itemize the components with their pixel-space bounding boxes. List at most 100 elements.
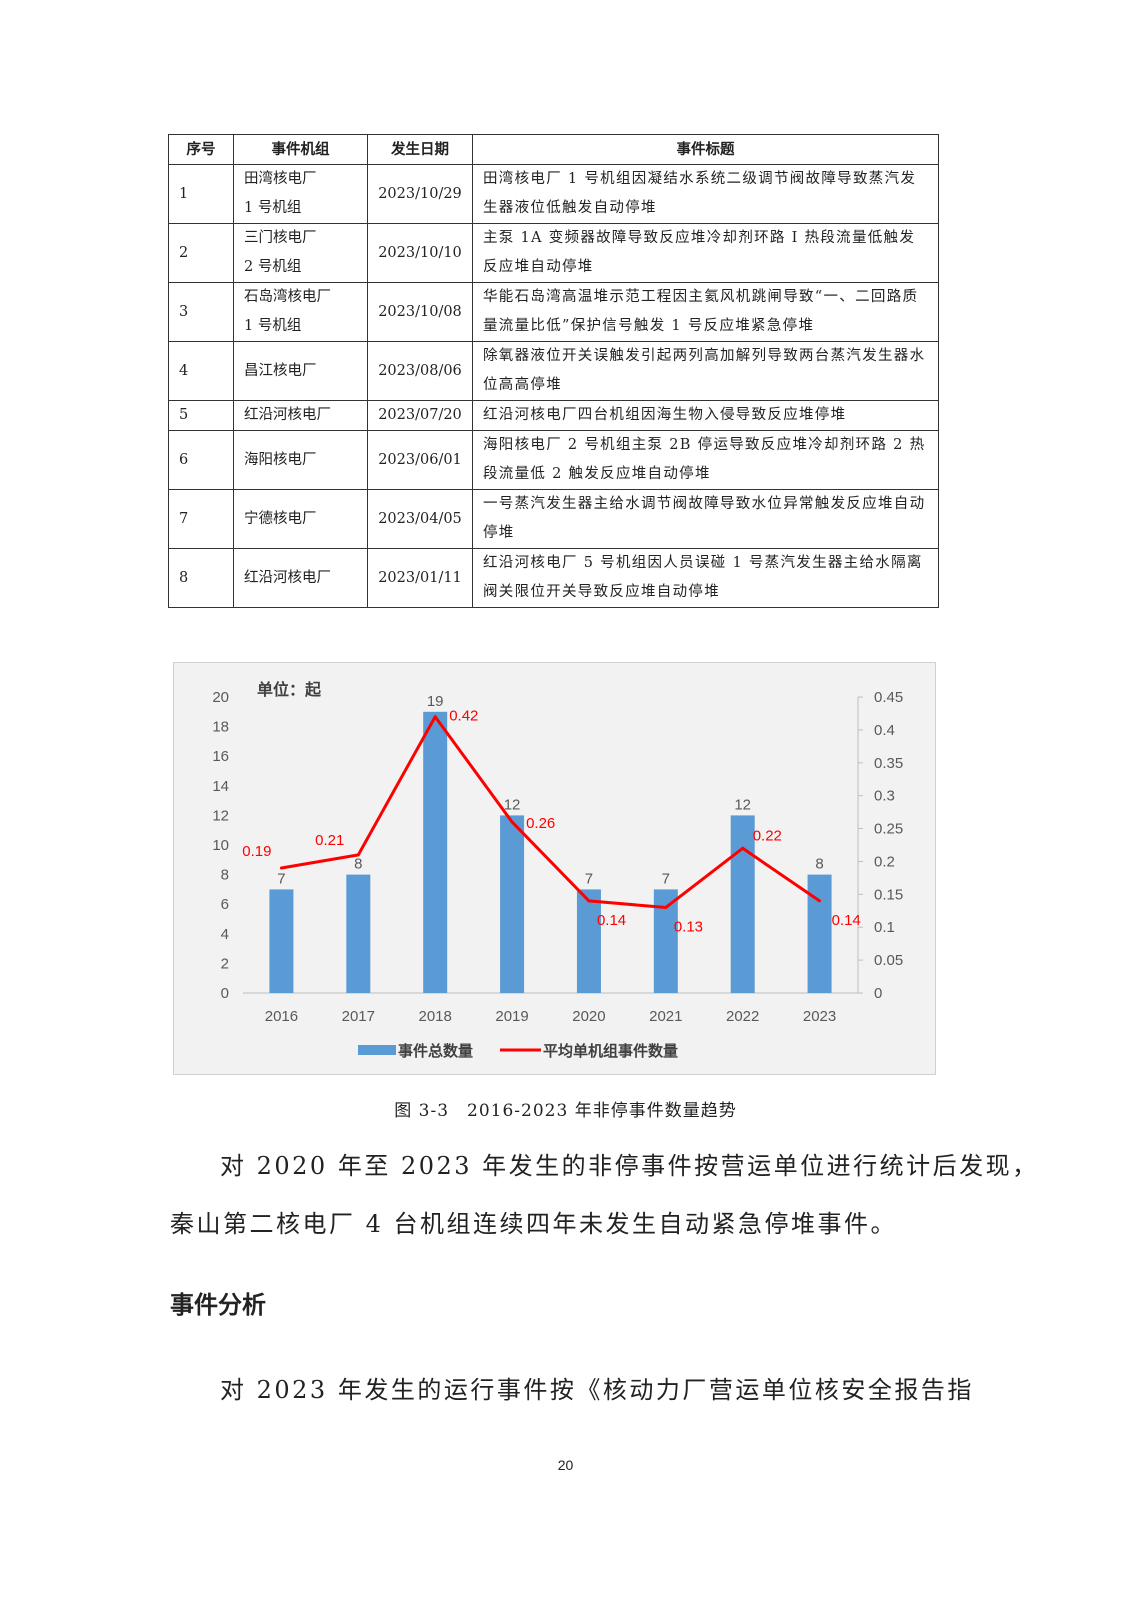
line-data-label: 0.42 <box>449 708 478 725</box>
unit-line: 三门核电厂 <box>244 230 317 246</box>
x-tick-label: 2021 <box>649 1008 682 1025</box>
left-tick-label: 20 <box>212 689 229 706</box>
unit-line: 红沿河核电厂 <box>244 569 331 586</box>
bar <box>346 874 371 993</box>
cell-no: 3 <box>168 282 234 342</box>
bar-data-label: 7 <box>585 870 593 887</box>
line-data-label: 0.13 <box>674 918 703 935</box>
cell-unit: 三门核电厂 2 号机组 <box>233 223 368 283</box>
line-point <box>433 715 437 719</box>
cell-unit: 红沿河核电厂 <box>233 548 368 608</box>
x-tick-label: 2018 <box>419 1008 452 1025</box>
left-tick-label: 16 <box>212 748 229 765</box>
bar-data-label: 8 <box>354 856 362 873</box>
page-number: 20 <box>557 1457 574 1473</box>
cell-date: 2023/08/06 <box>367 341 473 401</box>
right-tick-label: 0.05 <box>874 952 903 969</box>
legend-line-label: 平均单机组事件数量 <box>543 1042 678 1060</box>
cell-title: 田湾核电厂 1 号机组因凝结水系统二级调节阀故障导致蒸汽发生器液位低触发自动停堆 <box>472 164 939 224</box>
right-tick-label: 0.35 <box>874 755 903 772</box>
unit-line: 红沿河核电厂 <box>244 407 331 423</box>
cell-no: 1 <box>168 164 234 224</box>
cell-title: 华能石岛湾高温堆示范工程因主氦风机跳闸导致“一、二回路质量流量比低”保护信号触发… <box>472 282 939 342</box>
paragraph-line: 对 2023 年发生的运行事件按《核动力厂营运单位核安全报告指 <box>220 1376 974 1404</box>
event-table: 序号 事件机组 发生日期 事件标题 1 田湾核电厂 1 号机组 2023/10/29 田… <box>168 134 939 608</box>
cell-no: 8 <box>168 548 234 608</box>
left-tick-label: 8 <box>221 867 229 884</box>
bar-data-label: 12 <box>734 796 751 813</box>
cell-unit: 昌江核电厂 <box>233 341 368 401</box>
cell-date: 2023/07/20 <box>367 400 473 431</box>
line-point <box>279 866 283 870</box>
cell-no: 7 <box>168 489 234 549</box>
table-row: 8 红沿河核电厂 2023/01/11 红沿河核电厂 5 号机组因人员误碰 1 号蒸汽… <box>168 548 939 608</box>
unit-label: 单位：起 <box>257 680 322 699</box>
cell-date: 2023/10/10 <box>367 223 473 283</box>
line-data-label: 0.21 <box>315 832 344 849</box>
table-row: 6 海阳核电厂 2023/06/01 海阳核电厂 2 号机组主泵 2B 停运导致反应堆… <box>168 430 939 490</box>
cell-unit: 海阳核电厂 <box>233 430 368 490</box>
section-heading: 事件分析 <box>170 1291 266 1319</box>
bar <box>807 874 832 993</box>
x-tick-label: 2016 <box>265 1008 298 1025</box>
table-row: 7 宁德核电厂 2023/04/05 一号蒸汽发生器主给水调节阀故障导致水位异常触发反… <box>168 489 939 549</box>
right-tick-label: 0.4 <box>874 722 895 739</box>
unit-line: 1 号机组 <box>244 200 302 216</box>
line-series <box>281 715 821 909</box>
header-date: 发生日期 <box>367 134 473 165</box>
right-tick-label: 0.2 <box>874 853 895 870</box>
bar <box>423 711 448 993</box>
paragraph-line: 对 2020 年至 2023 年发生的非停事件按营运单位进行统计后发现， <box>220 1152 1039 1180</box>
line-point <box>664 905 668 909</box>
left-tick-label: 2 <box>221 955 229 972</box>
paragraph-line: 秦山第二核电厂 4 台机组连续四年未发生自动紧急停堆事件。 <box>170 1210 898 1238</box>
right-tick-label: 0.45 <box>874 689 903 706</box>
unit-line: 昌江核电厂 <box>244 362 317 379</box>
cell-unit: 红沿河核电厂 <box>233 400 368 431</box>
cell-no: 6 <box>168 430 234 490</box>
line-data-label: 0.14 <box>832 912 861 929</box>
line-data-label: 0.19 <box>242 843 271 860</box>
left-tick-label: 18 <box>212 719 229 736</box>
table-row: 4 昌江核电厂 2023/08/06 除氧器液位开关误触发引起两列高加解列导致两台蒸汽… <box>168 341 939 401</box>
left-tick-label: 10 <box>212 837 229 854</box>
bar-data-label: 7 <box>662 870 670 887</box>
header-unit: 事件机组 <box>233 134 368 165</box>
line-data-label: 0.14 <box>597 912 626 929</box>
cell-date: 2023/06/01 <box>367 430 473 490</box>
legend-bar-swatch <box>358 1045 396 1055</box>
x-tick-label: 2023 <box>803 1008 836 1025</box>
right-tick-label: 0.1 <box>874 919 895 936</box>
right-tick-label: 0.15 <box>874 886 903 903</box>
header-no: 序号 <box>168 134 234 165</box>
left-tick-label: 6 <box>221 896 229 913</box>
bar-data-label: 8 <box>815 856 823 873</box>
table-row: 3 石岛湾核电厂 1 号机组 2023/10/08 华能石岛湾高温堆示范工程因主氦风机跳… <box>168 282 939 342</box>
left-tick-label: 4 <box>221 926 229 943</box>
cell-no: 2 <box>168 223 234 283</box>
legend-bar-label: 事件总数量 <box>398 1042 473 1060</box>
cell-no: 5 <box>168 400 234 431</box>
cell-title: 海阳核电厂 2 号机组主泵 2B 停运导致反应堆冷却剂环路 2 热段流量低 2 … <box>472 430 939 490</box>
cell-date: 2023/04/05 <box>367 489 473 549</box>
line-point <box>818 899 822 903</box>
cell-title: 除氧器液位开关误触发引起两列高加解列导致两台蒸汽发生器水位高高停堆 <box>472 341 939 401</box>
unit-line: 宁德核电厂 <box>244 510 317 527</box>
x-tick-label: 2020 <box>572 1008 605 1025</box>
cell-title: 一号蒸汽发生器主给水调节阀故障导致水位异常触发反应堆自动停堆 <box>472 489 939 549</box>
left-tick-label: 14 <box>212 778 229 795</box>
figure-caption: 图 3-3 2016-2023 年非停事件数量趋势 <box>394 1101 737 1121</box>
unit-line: 田湾核电厂 <box>244 171 317 187</box>
left-tick-label: 12 <box>212 807 229 824</box>
cell-title: 红沿河核电厂 5 号机组因人员误碰 1 号蒸汽发生器主给水隔离阀关限位开关导致反… <box>472 548 939 608</box>
line-data-label: 0.26 <box>526 815 555 832</box>
unit-line: 1 号机组 <box>244 318 302 334</box>
cell-date: 2023/01/11 <box>367 548 473 608</box>
bar <box>500 815 525 993</box>
unit-line: 石岛湾核电厂 <box>244 289 331 305</box>
cell-unit: 宁德核电厂 <box>233 489 368 549</box>
bar <box>653 889 678 993</box>
line-data-label: 0.22 <box>753 827 782 844</box>
unit-line: 2 号机组 <box>244 259 302 275</box>
